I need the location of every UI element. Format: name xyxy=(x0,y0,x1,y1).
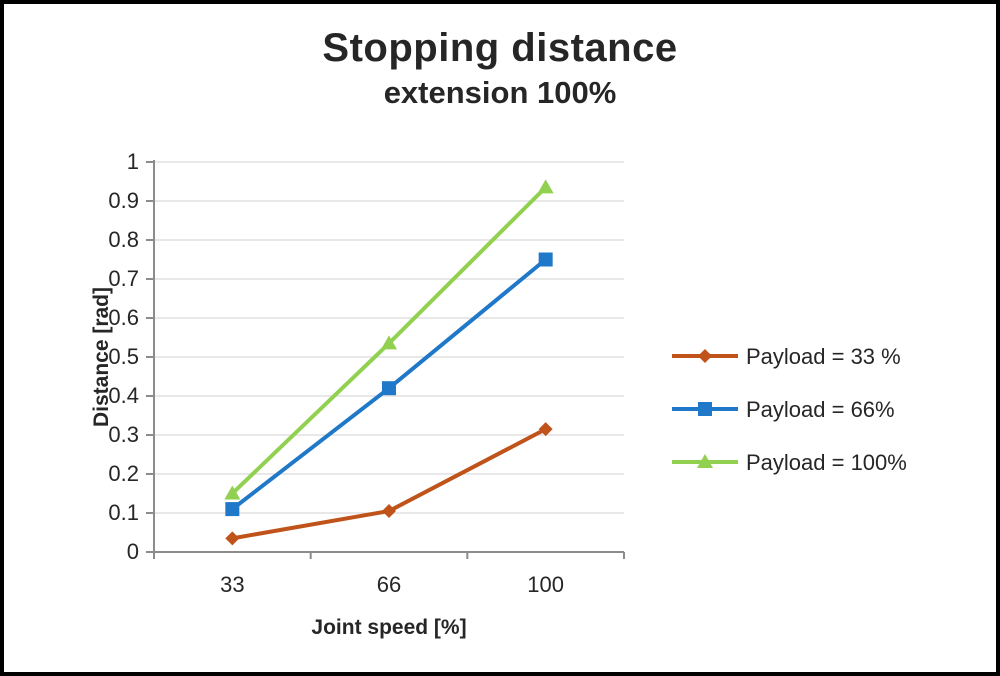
x-tick-label: 33 xyxy=(220,572,244,597)
square-marker-icon xyxy=(538,252,553,267)
y-tick-label: 0.5 xyxy=(108,344,139,369)
y-tick-label: 0.4 xyxy=(108,383,139,408)
y-tick-label: 0.2 xyxy=(108,461,139,486)
triangle-marker-icon xyxy=(224,485,241,500)
y-tick-label: 0.6 xyxy=(108,305,139,330)
y-axis-title: Distance [rad] xyxy=(90,287,113,427)
legend-item: Payload = 100% xyxy=(672,450,907,475)
chart-subtitle: extension 100% xyxy=(383,75,617,110)
legend-item: Payload = 33 % xyxy=(672,344,901,369)
x-tick-label: 100 xyxy=(527,572,564,597)
y-tick-label: 0.3 xyxy=(108,422,139,447)
legend-label: Payload = 66% xyxy=(746,397,895,422)
chart-svg: 0 0.1 0.2 0.3 0.4 0.5 0.6 0.7 0.8 0.9 1 33 66 100 Dist… xyxy=(90,149,907,639)
square-marker-icon xyxy=(225,502,240,517)
triangle-marker-icon xyxy=(697,454,713,468)
chart-header: Stopping distance extension 100% xyxy=(4,4,996,111)
series-line xyxy=(230,427,548,541)
y-tick-label: 0.7 xyxy=(108,266,139,291)
chart-title: Stopping distance xyxy=(322,26,678,70)
legend-label: Payload = 33 % xyxy=(746,344,901,369)
y-tick-label: 0.1 xyxy=(108,500,139,525)
triangle-marker-icon xyxy=(381,335,397,350)
diamond-marker-icon xyxy=(538,422,553,437)
y-tick-label: 0.9 xyxy=(108,188,139,213)
y-tick-label: 1 xyxy=(127,149,139,174)
diamond-marker-icon xyxy=(698,349,712,363)
legend-item: Payload = 66% xyxy=(672,397,895,422)
x-tick-label: 66 xyxy=(377,572,401,597)
y-tick-label: 0 xyxy=(127,539,139,564)
legend: Payload = 33 % Payload = 66% Payload = 100… xyxy=(672,344,907,475)
square-marker-icon xyxy=(382,381,396,396)
diamond-marker-icon xyxy=(382,504,396,519)
square-marker-icon xyxy=(698,402,712,416)
y-tick-label: 0.8 xyxy=(108,227,139,252)
x-axis-title: Joint speed [%] xyxy=(311,616,466,639)
triangle-marker-icon xyxy=(537,179,554,194)
legend-label: Payload = 100% xyxy=(746,450,907,475)
diamond-marker-icon xyxy=(225,531,240,546)
